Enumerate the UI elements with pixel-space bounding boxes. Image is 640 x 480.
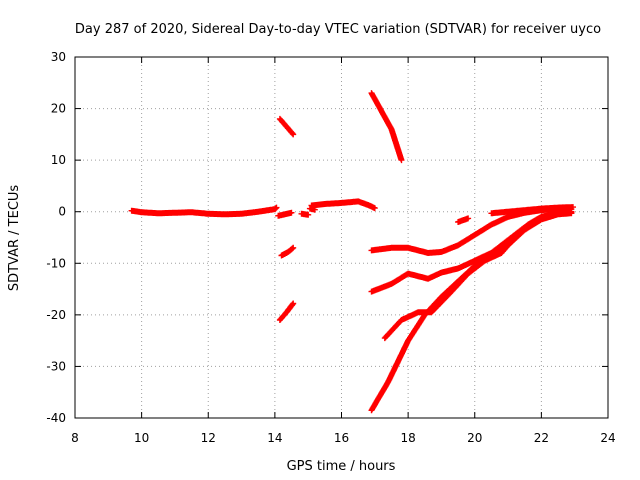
series-markers [278,244,297,259]
series-markers [368,90,405,164]
grid [75,57,608,418]
series-mid-band [308,198,378,212]
y-axis-label: SDTVAR / TECUs [7,185,22,292]
chart-title: Day 287 of 2020, Sidereal Day-to-day VTE… [75,22,601,37]
x-tick-label: 18 [400,431,415,445]
y-tick-label: -40 [46,411,66,425]
series-short-c [306,205,318,213]
y-tick-label: -30 [46,359,66,373]
x-tick-label: 16 [334,431,349,445]
series-upper-right [488,204,576,217]
x-tick-label: 14 [267,431,282,445]
series-markers [306,205,318,213]
series-steep-a [276,115,297,138]
axis-ticks: 8 10 12 14 16 18 20 22 24 -40 -30 -20 -10 0 10 20 30 [46,50,615,445]
y-tick-label: 0 [58,205,66,219]
x-tick-label: 20 [467,431,482,445]
series-markers [298,210,312,218]
series-arc-4 [368,210,575,414]
series-main-band [128,204,280,218]
series-markers [276,115,297,138]
series-markers [368,210,575,414]
x-axis-label: GPS time / hours [287,459,396,474]
series-markers [308,198,378,212]
x-tick-label: 22 [534,431,549,445]
plot-area [128,90,576,414]
y-tick-label: -10 [46,256,66,270]
series-steep-c [276,300,297,323]
series-steep-b [278,244,297,259]
series-short-d [455,215,472,225]
y-tick-label: -20 [46,308,66,322]
series-markers [128,204,280,218]
y-tick-label: 10 [51,153,66,167]
series-markers [488,204,576,217]
y-tick-label: 30 [51,50,66,64]
series-markers [276,300,297,323]
x-tick-label: 8 [71,431,79,445]
series-short-b [298,210,312,218]
series-steep-d [368,90,405,164]
series-markers [455,215,472,225]
series-markers [275,209,295,219]
x-tick-label: 10 [134,431,149,445]
series-short-a [275,209,295,219]
x-tick-label: 24 [600,431,615,445]
x-tick-label: 12 [201,431,216,445]
y-tick-label: 20 [51,102,66,116]
plot-frame [74,56,609,419]
